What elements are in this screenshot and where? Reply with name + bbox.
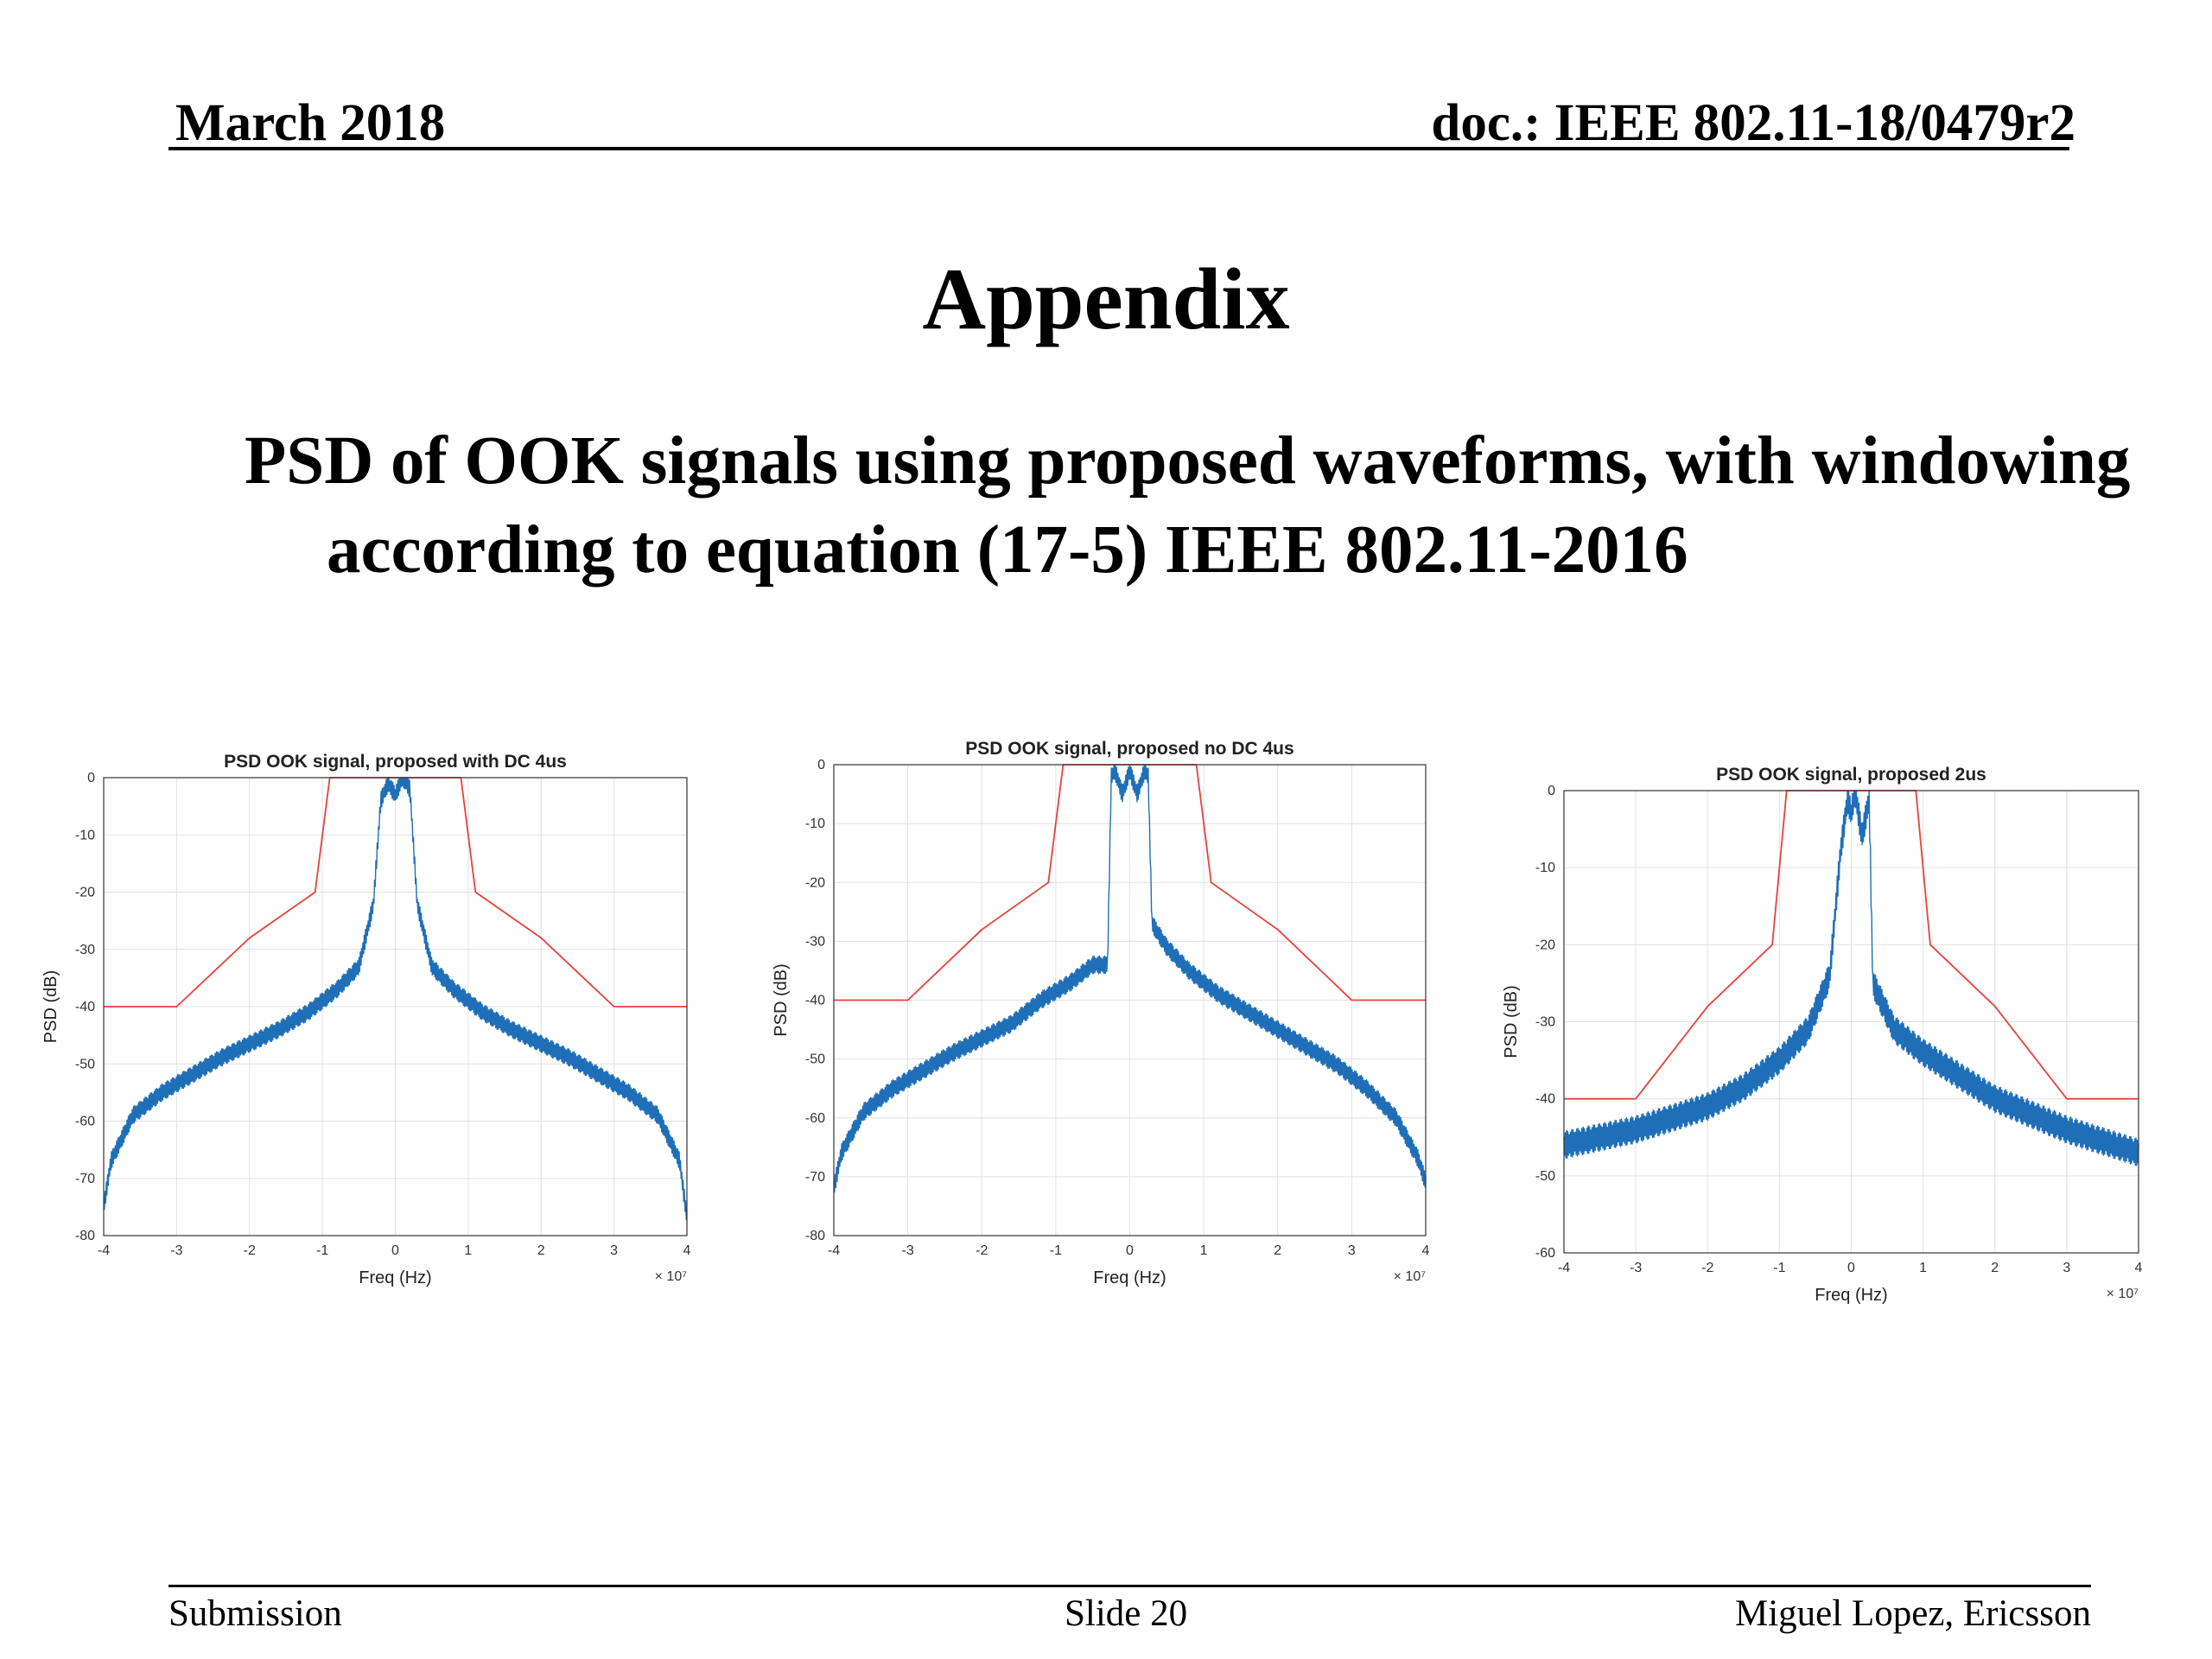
y-tick-label: -60 bbox=[75, 1115, 95, 1129]
chart-title: PSD OOK signal, proposed no DC 4us bbox=[965, 739, 1294, 759]
chart-title: PSD OOK signal, proposed 2us bbox=[1716, 765, 1986, 785]
y-tick-label: -40 bbox=[1535, 1092, 1555, 1107]
plot-frame bbox=[103, 777, 688, 1236]
y-tick-label: 0 bbox=[87, 771, 95, 785]
footer-author: Miguel Lopez, Ericsson bbox=[1735, 1593, 2091, 1634]
x-tick-label: 2 bbox=[1991, 1261, 1999, 1275]
y-tick-label: -40 bbox=[75, 1000, 95, 1014]
x-tick-label: -4 bbox=[828, 1243, 840, 1258]
x-tick-label: 0 bbox=[391, 1243, 399, 1258]
x-tick-label: -1 bbox=[1773, 1261, 1785, 1275]
slide-subtitle: PSD of OOK signals using proposed wavefo… bbox=[245, 423, 2131, 588]
x-tick-label: -4 bbox=[1558, 1261, 1570, 1275]
y-tick-label: -30 bbox=[1535, 1015, 1555, 1030]
x-tick-label: 0 bbox=[1847, 1261, 1855, 1275]
slide-title: Appendix bbox=[922, 251, 1290, 348]
x-tick-label: 4 bbox=[2135, 1261, 2143, 1275]
y-axis-label: PSD (dB) bbox=[41, 970, 60, 1043]
chart-title: PSD OOK signal, proposed with DC 4us bbox=[224, 752, 567, 772]
footer-slide-number: Slide 20 bbox=[1065, 1593, 1188, 1634]
x-scale-label: × 10⁷ bbox=[1394, 1269, 1427, 1284]
chart-psd-2us: -4 -3 -2 -1 0 1 2 3 4 0 -10 -20 -30 -40 -50 -60 PSD OOK … bbox=[1486, 752, 2160, 1331]
x-tick-label: -3 bbox=[902, 1243, 914, 1258]
y-tick-label: -20 bbox=[805, 875, 825, 890]
header-date: March 2018 bbox=[175, 94, 446, 152]
x-tick-label: 4 bbox=[1422, 1243, 1430, 1258]
chart-svg-1: -4 -3 -2 -1 0 1 2 3 40-10-20-30-40-50-60-70-80PS… bbox=[41, 752, 691, 1287]
x-tick-label: -2 bbox=[1701, 1261, 1713, 1275]
y-tick-label: -70 bbox=[75, 1172, 95, 1186]
y-tick-label: -30 bbox=[75, 943, 95, 957]
psd-series-line bbox=[1563, 790, 2139, 1166]
y-tick-label: -80 bbox=[75, 1229, 95, 1243]
x-tick-label: 2 bbox=[1274, 1243, 1281, 1258]
x-tick-label: 1 bbox=[1919, 1261, 1927, 1275]
psd-series-line bbox=[103, 777, 688, 1221]
y-tick-label: -30 bbox=[805, 934, 825, 949]
chart-psd-no-dc-4us: -4 -3 -2 -1 0 1 2 3 4 0 -10 -20 -30 -40 -50 -60 -70 -80 PS… bbox=[760, 730, 1452, 1318]
x-tick-label: 4 bbox=[683, 1243, 691, 1258]
x-scale-label: × 10⁷ bbox=[2107, 1287, 2139, 1301]
y-tick-label: -50 bbox=[1535, 1169, 1555, 1184]
header-rule bbox=[168, 147, 2069, 150]
plot-frame bbox=[1563, 790, 2139, 1254]
psd-series-line bbox=[833, 764, 1427, 1193]
x-axis-label: Freq (Hz) bbox=[1093, 1268, 1166, 1287]
y-tick-label: -10 bbox=[1535, 861, 1555, 875]
x-scale-label: × 10⁷ bbox=[655, 1269, 688, 1284]
y-tick-label: -10 bbox=[75, 828, 95, 842]
x-tick-label: -3 bbox=[1630, 1261, 1642, 1275]
y-tick-label: -40 bbox=[805, 994, 825, 1008]
y-axis-label: PSD (dB) bbox=[772, 963, 791, 1036]
x-tick-label: 3 bbox=[610, 1243, 618, 1258]
y-tick-label: -60 bbox=[805, 1111, 825, 1126]
plot-frame bbox=[833, 764, 1427, 1236]
x-tick-label: -1 bbox=[316, 1243, 328, 1258]
chart-svg-2: -4 -3 -2 -1 0 1 2 3 40-10-20-30-40-50-60-70-80PS… bbox=[772, 739, 1430, 1287]
header-doc-id: doc.: IEEE 802.11-18/0479r2 bbox=[1431, 94, 2075, 152]
y-axis-label: PSD (dB) bbox=[1502, 985, 1521, 1058]
x-tick-label: 0 bbox=[1126, 1243, 1134, 1258]
x-tick-label: -2 bbox=[976, 1243, 988, 1258]
x-tick-label: 2 bbox=[537, 1243, 545, 1258]
x-tick-label: -4 bbox=[98, 1243, 110, 1258]
x-tick-label: 3 bbox=[2063, 1261, 2070, 1275]
x-tick-label: -2 bbox=[244, 1243, 256, 1258]
y-tick-label: -50 bbox=[75, 1057, 95, 1071]
x-tick-label: -1 bbox=[1050, 1243, 1062, 1258]
y-tick-label: 0 bbox=[817, 758, 825, 772]
y-tick-label: -20 bbox=[75, 886, 95, 900]
x-axis-label: Freq (Hz) bbox=[1815, 1286, 1887, 1305]
x-tick-label: 1 bbox=[464, 1243, 472, 1258]
y-tick-label: -10 bbox=[805, 817, 825, 831]
y-tick-label: 0 bbox=[1548, 784, 1555, 798]
footer-submission: Submission bbox=[168, 1593, 342, 1634]
footer-rule bbox=[168, 1585, 2091, 1587]
x-tick-label: 1 bbox=[1200, 1243, 1208, 1258]
y-tick-label: -70 bbox=[805, 1170, 825, 1185]
chart-psd-with-dc-4us: -4 -3 -2 -1 0 1 2 3 4 0 -10 -20 -30 -40 -50 -60 -70 -80 PS… bbox=[35, 743, 709, 1313]
x-tick-label: 3 bbox=[1348, 1243, 1356, 1258]
y-tick-label: -20 bbox=[1535, 938, 1555, 952]
y-tick-label: -50 bbox=[805, 1052, 825, 1067]
x-axis-label: Freq (Hz) bbox=[359, 1268, 431, 1287]
x-tick-label: -3 bbox=[170, 1243, 182, 1258]
y-tick-label: -60 bbox=[1535, 1246, 1555, 1261]
y-tick-label: -80 bbox=[805, 1229, 825, 1243]
